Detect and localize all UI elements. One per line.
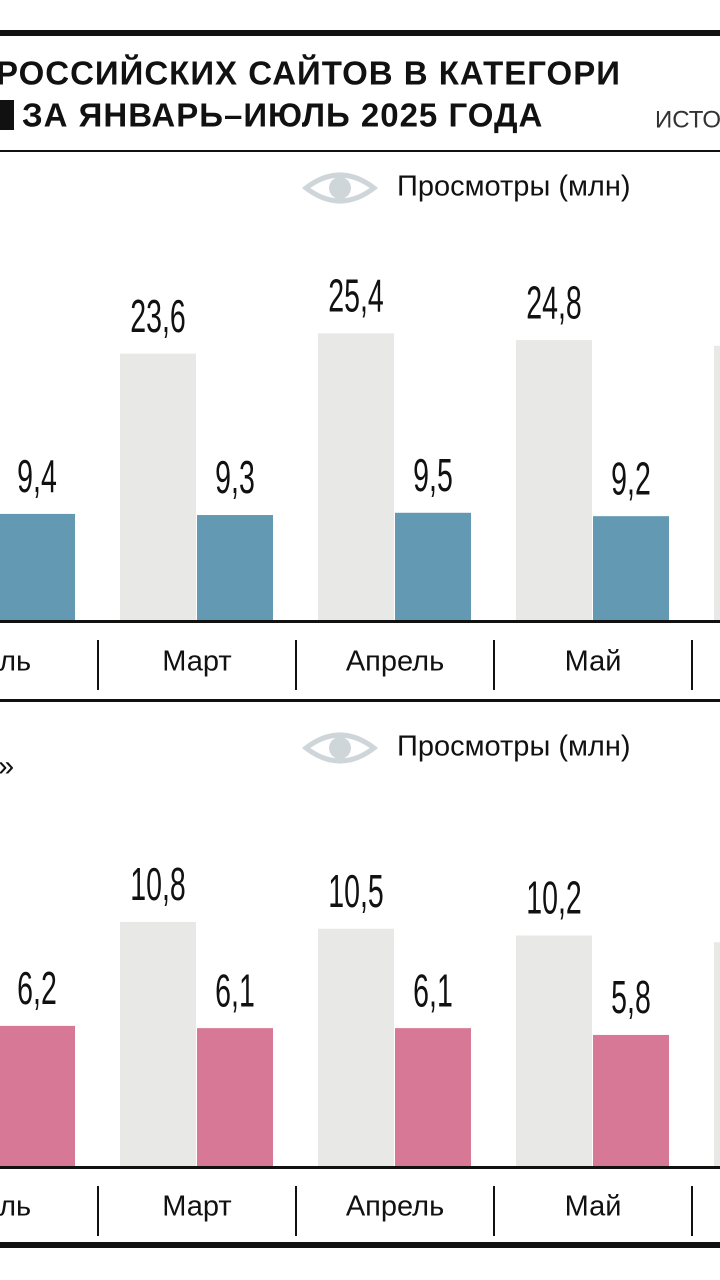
title-fragment: [0, 100, 14, 130]
title-line: РОССИЙСКИХ САЙТОВ В КАТЕГОРИ: [0, 54, 621, 92]
data-label: 25,4: [328, 271, 384, 323]
data-label: 10,5: [328, 866, 384, 918]
category-divider: [691, 640, 693, 690]
bar: [0, 513, 75, 620]
data-label: 6,2: [17, 963, 57, 1015]
bar: [0, 1025, 75, 1166]
bottom-rule: [0, 1242, 720, 1248]
category-divider: [97, 640, 99, 690]
data-label: 10,2: [526, 873, 582, 925]
x-tick-label: Апрель: [346, 646, 444, 678]
bar: [197, 515, 273, 620]
data-label: 9,3: [215, 452, 255, 504]
annotation: »: [0, 751, 14, 783]
legend-label: Просмотры (млн): [397, 171, 631, 203]
bar: [593, 516, 669, 620]
legend-icon: [301, 172, 379, 204]
data-label: 10,8: [130, 859, 186, 911]
data-label: 24,8: [526, 277, 582, 329]
x-tick-label: Апрель: [346, 1191, 444, 1223]
category-divider: [691, 1186, 693, 1236]
data-label: 9,2: [611, 453, 651, 505]
x-tick-label: раль: [0, 646, 31, 678]
legend-label: Просмотры (млн): [397, 731, 631, 763]
top-rule: [0, 30, 720, 36]
rule: [0, 150, 720, 152]
x-tick-label: Май: [565, 646, 622, 678]
bar: [395, 512, 471, 620]
bar: [197, 1028, 273, 1166]
data-label: 23,6: [130, 291, 186, 343]
category-divider: [295, 640, 297, 690]
bar: [318, 928, 394, 1166]
data-label: 6,1: [215, 965, 255, 1017]
bar: [395, 1028, 471, 1166]
legend-icon: [329, 177, 351, 199]
baseline: [0, 620, 720, 623]
data-label: 6,1: [413, 965, 453, 1017]
data-label: 9,5: [413, 450, 453, 502]
baseline: [0, 1166, 720, 1169]
legend-icon: [329, 737, 351, 759]
x-tick-label: раль: [0, 1191, 31, 1223]
x-tick-label: Март: [162, 1191, 231, 1223]
category-divider: [493, 1186, 495, 1236]
bar: [714, 345, 720, 620]
category-divider: [97, 1186, 99, 1236]
bar: [516, 340, 592, 620]
bar: [593, 1034, 669, 1166]
source: ИСТО: [655, 106, 720, 133]
x-tick-label: Май: [565, 1191, 622, 1223]
bar: [318, 333, 394, 620]
title-line: ЗА ЯНВАРЬ–ИЮЛЬ 2025 ГОДА: [22, 97, 543, 134]
rule: [0, 699, 720, 702]
data-label: 5,8: [611, 972, 651, 1024]
bar: [120, 353, 196, 620]
legend-icon: [301, 732, 379, 764]
data-label: 9,4: [17, 451, 57, 503]
category-divider: [493, 640, 495, 690]
category-divider: [295, 1186, 297, 1236]
x-tick-label: Март: [162, 646, 231, 678]
bar: [516, 935, 592, 1166]
bar: [714, 942, 720, 1166]
bar: [120, 921, 196, 1166]
